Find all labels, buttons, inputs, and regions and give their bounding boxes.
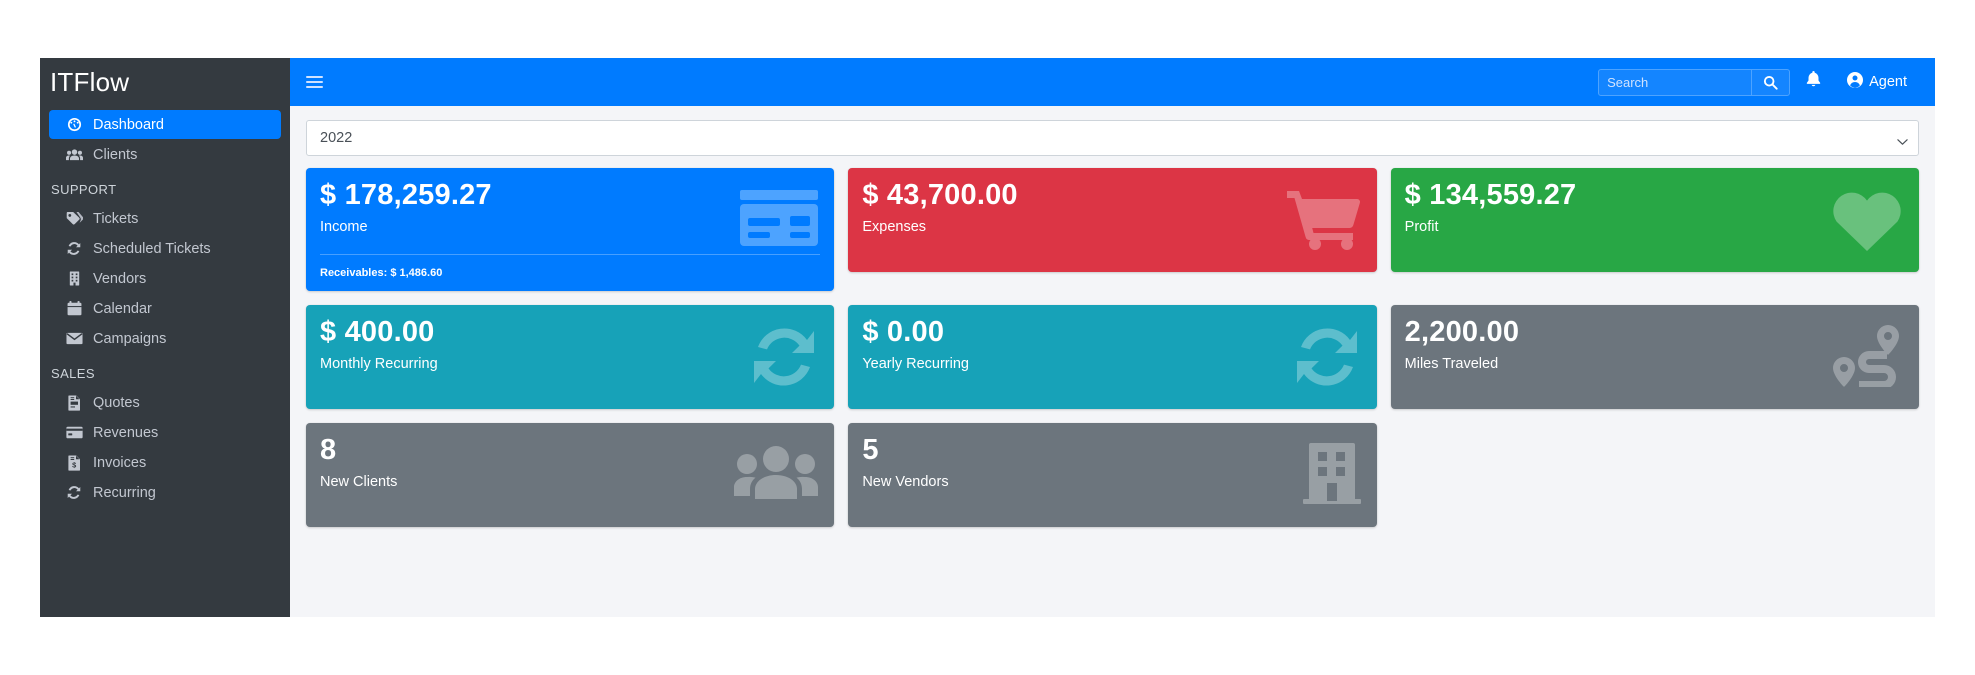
stat-card-row-1: $ 178,259.27 Income Receivables: $ 1,486… xyxy=(306,168,1919,291)
sidebar-item-revenues[interactable]: Revenues xyxy=(49,418,281,447)
sidebar: ITFlow Dashboard Clients SUPPORT xyxy=(40,58,290,617)
sidebar-item-label: Clients xyxy=(93,146,138,163)
sidebar-item-calendar[interactable]: Calendar xyxy=(49,294,281,323)
stat-card-value: 8 xyxy=(320,434,337,466)
sidebar-section-header-sales: SALES xyxy=(51,366,95,381)
navbar-right-group: Agent xyxy=(1598,58,1921,106)
stat-card-expenses[interactable]: $ 43,700.00 Expenses xyxy=(848,168,1377,272)
stat-card-miles-traveled[interactable]: 2,200.00 Miles Traveled xyxy=(1390,305,1919,409)
svg-text:$: $ xyxy=(72,460,76,469)
sidebar-item-label: Scheduled Tickets xyxy=(93,240,211,257)
file-dollar-icon: $ xyxy=(61,455,87,471)
sidebar-item-recurring[interactable]: Recurring xyxy=(49,478,281,507)
app-root: ITFlow Dashboard Clients SUPPORT xyxy=(40,58,1935,617)
sidebar-item-clients[interactable]: Clients xyxy=(49,140,281,169)
sidebar-item-quotes[interactable]: Quotes xyxy=(49,388,281,417)
year-filter-select[interactable]: 2022 xyxy=(306,120,1919,156)
brand-title: ITFlow xyxy=(50,67,130,97)
sidebar-nav: Dashboard Clients SUPPORT Tickets xyxy=(40,106,290,507)
sidebar-section-header-support: SUPPORT xyxy=(51,182,117,197)
search-input[interactable] xyxy=(1599,69,1752,95)
building-icon xyxy=(61,271,87,286)
tachometer-icon xyxy=(61,117,87,132)
stat-card-label: New Clients xyxy=(320,474,398,491)
bell-icon xyxy=(1806,71,1821,93)
stat-card-row-2: $ 400.00 Monthly Recurring $ 0.00 Yearly… xyxy=(306,305,1919,409)
sidebar-item-label: Vendors xyxy=(93,270,147,287)
sidebar-item-invoices[interactable]: $ Invoices xyxy=(49,448,281,477)
main-content: 2022 $ 178,259.27 Income Receivables: $ … xyxy=(290,106,1935,527)
stat-card-new-vendors[interactable]: 5 New Vendors xyxy=(848,423,1377,527)
calendar-icon xyxy=(61,301,87,316)
stat-card-profit[interactable]: $ 134,559.27 Profit xyxy=(1390,168,1919,272)
sync-icon xyxy=(1293,325,1361,389)
credit-card-icon xyxy=(740,188,819,248)
stat-card-yearly-recurring[interactable]: $ 0.00 Yearly Recurring xyxy=(848,305,1377,409)
shopping-cart-icon xyxy=(1285,188,1361,250)
sidebar-item-label: Tickets xyxy=(93,210,139,227)
file-invoice-icon xyxy=(61,395,87,411)
stat-card-value: 5 xyxy=(862,434,879,466)
sidebar-item-campaigns[interactable]: Campaigns xyxy=(49,324,281,353)
brand-logo[interactable]: ITFlow xyxy=(40,58,290,106)
sidebar-item-label: Calendar xyxy=(93,300,152,317)
stat-card-new-clients[interactable]: 8 New Clients xyxy=(306,423,835,527)
envelope-icon xyxy=(61,332,87,345)
sidebar-item-label: Revenues xyxy=(93,424,159,441)
stat-card-label: Income xyxy=(320,219,368,236)
stat-card-value: $ 0.00 xyxy=(862,316,945,348)
sidebar-item-label: Recurring xyxy=(93,484,156,501)
users-icon xyxy=(734,443,819,501)
stat-card-row-3: 8 New Clients 5 New Vendors xyxy=(306,423,1919,527)
stat-card-label: Monthly Recurring xyxy=(320,356,438,373)
stat-card-monthly-recurring[interactable]: $ 400.00 Monthly Recurring xyxy=(306,305,835,409)
user-menu-label: Agent xyxy=(1869,74,1907,90)
sidebar-item-scheduled-tickets[interactable]: Scheduled Tickets xyxy=(49,234,281,263)
sidebar-item-label: Quotes xyxy=(93,394,140,411)
content-wrapper: Agent 2022 $ 178,259.27 Income xyxy=(290,58,1935,617)
stat-card-footer: Receivables: $ 1,486.60 xyxy=(320,254,820,279)
sidebar-item-vendors[interactable]: Vendors xyxy=(49,264,281,293)
stat-card-value: 2,200.00 xyxy=(1404,316,1520,348)
hamburger-icon[interactable] xyxy=(306,73,326,91)
users-icon xyxy=(61,148,87,162)
notifications-button[interactable] xyxy=(1790,58,1837,106)
stat-card-value: $ 43,700.00 xyxy=(862,179,1018,211)
user-menu-button[interactable]: Agent xyxy=(1837,58,1921,106)
stat-card-value: $ 178,259.27 xyxy=(320,179,492,211)
building-icon xyxy=(1302,443,1361,505)
heart-icon xyxy=(1831,188,1903,252)
user-circle-icon xyxy=(1847,72,1864,92)
stat-card-income[interactable]: $ 178,259.27 Income Receivables: $ 1,486… xyxy=(306,168,835,291)
stat-card-value: $ 400.00 xyxy=(320,316,435,348)
sidebar-item-dashboard[interactable]: Dashboard xyxy=(49,110,281,139)
sidebar-item-label: Invoices xyxy=(93,454,147,471)
tag-icon xyxy=(61,211,87,226)
sync-icon xyxy=(750,325,818,389)
stat-card-label: Expenses xyxy=(862,219,927,236)
top-navbar: Agent xyxy=(290,58,1935,106)
sidebar-item-tickets[interactable]: Tickets xyxy=(49,204,281,233)
stat-card-label: New Vendors xyxy=(862,474,949,491)
stat-card-label: Profit xyxy=(1404,219,1439,236)
year-filter-wrap: 2022 xyxy=(306,120,1919,156)
sync-icon xyxy=(61,485,87,500)
stat-card-value: $ 134,559.27 xyxy=(1404,179,1577,211)
credit-card-icon xyxy=(61,426,87,439)
route-icon xyxy=(1829,325,1903,389)
stat-card-label: Miles Traveled xyxy=(1404,356,1499,373)
search-button[interactable] xyxy=(1751,69,1789,95)
sidebar-item-label: Dashboard xyxy=(93,116,164,133)
sidebar-item-label: Campaigns xyxy=(93,330,167,347)
search-box[interactable] xyxy=(1598,68,1791,96)
stat-card-label: Yearly Recurring xyxy=(862,356,969,373)
sync-icon xyxy=(61,241,87,256)
